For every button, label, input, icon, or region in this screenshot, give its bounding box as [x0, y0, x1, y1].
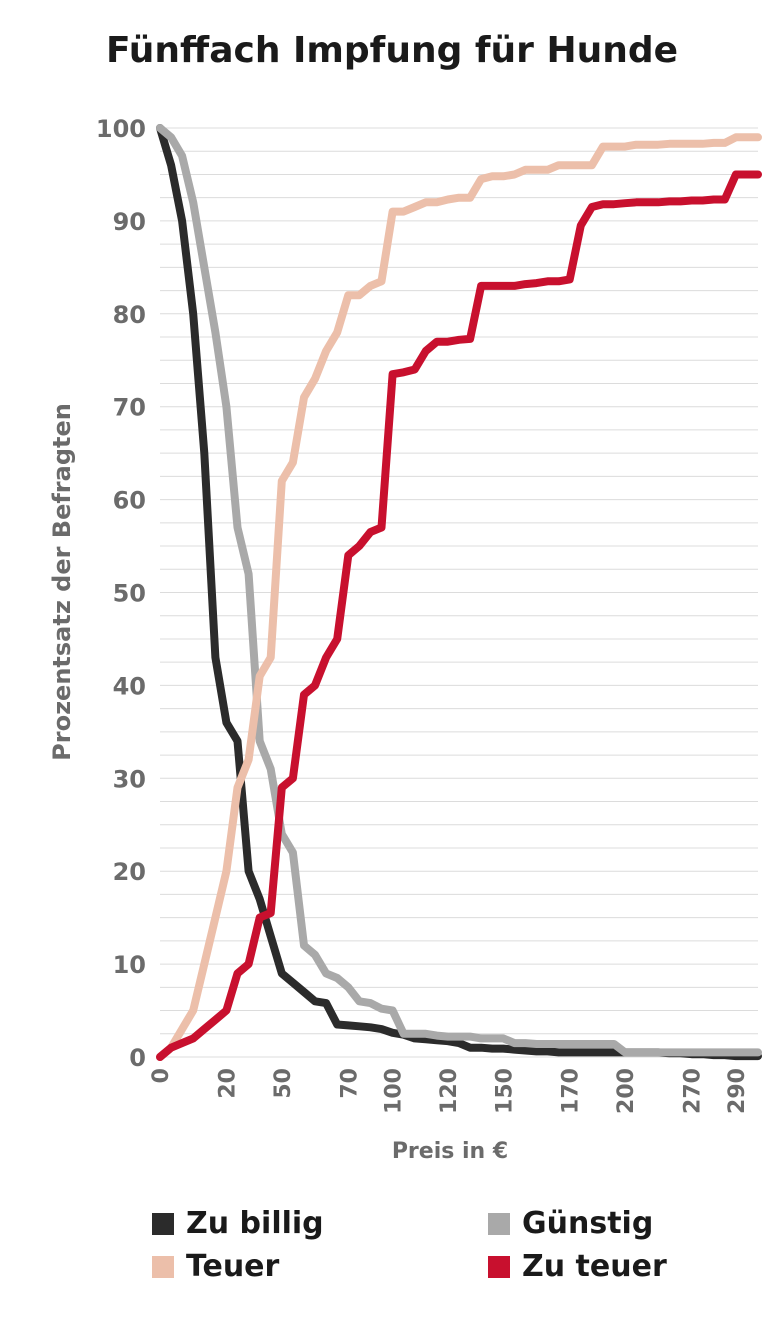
- x-axis-ticks: 0 20 50 70 100 120 150 170 200 270 290: [149, 1068, 750, 1114]
- legend-item-guenstig: Günstig: [488, 1206, 653, 1241]
- series-line-guenstig: [156, 124, 762, 1057]
- x-tick-label: 170: [559, 1068, 584, 1114]
- x-tick-label: 270: [681, 1068, 706, 1114]
- y-tick-label: 0: [129, 1044, 146, 1072]
- y-tick-label: 40: [113, 672, 146, 700]
- legend-item-zu-teuer: Zu teuer: [488, 1249, 667, 1284]
- y-tick-label: 20: [113, 858, 146, 886]
- x-tick-label: 290: [725, 1068, 750, 1114]
- y-tick-label: 90: [113, 208, 146, 236]
- legend-swatch-zu-teuer: [488, 1255, 510, 1278]
- y-axis-label: Prozentsatz der Befragten: [48, 403, 76, 761]
- legend-label-teuer: Teuer: [186, 1249, 280, 1284]
- legend-swatch-teuer: [152, 1255, 174, 1278]
- x-axis-label: Preis in €: [392, 1139, 508, 1164]
- x-tick-label: 70: [337, 1068, 362, 1099]
- series-lines: [156, 124, 762, 1061]
- y-tick-label: 50: [113, 580, 146, 608]
- grid-lines: [160, 127, 758, 1058]
- legend-item-zu-billig: Zu billig: [152, 1206, 324, 1241]
- line-chart: 0 10 20 30 40 50 60 70 80 90 100 0 20 50 70 100 120 150 1…: [48, 115, 762, 1164]
- x-tick-label: 100: [382, 1068, 407, 1114]
- y-tick-label: 100: [96, 115, 146, 143]
- legend-label-zu-teuer: Zu teuer: [522, 1249, 667, 1284]
- y-tick-label: 60: [113, 487, 146, 515]
- y-tick-label: 30: [113, 765, 146, 793]
- x-tick-label: 0: [149, 1068, 174, 1083]
- x-tick-label: 200: [614, 1068, 639, 1114]
- y-tick-label: 70: [113, 394, 146, 422]
- y-tick-label: 80: [113, 301, 146, 329]
- y-axis-ticks: 0 10 20 30 40 50 60 70 80 90 100: [96, 115, 146, 1072]
- x-tick-label: 20: [215, 1068, 240, 1099]
- legend-swatch-guenstig: [488, 1212, 510, 1235]
- legend-label-guenstig: Günstig: [522, 1206, 654, 1241]
- series-line-zu-teuer: [156, 170, 762, 1061]
- legend-item-teuer: Teuer: [152, 1249, 279, 1284]
- x-tick-label: 50: [271, 1068, 296, 1099]
- y-tick-label: 10: [113, 951, 146, 979]
- series-line-teuer: [156, 133, 762, 1061]
- legend-label-zu-billig: Zu billig: [186, 1206, 324, 1241]
- x-tick-label: 150: [492, 1068, 517, 1114]
- chart-title: Fünffach Impfung für Hunde: [105, 30, 679, 71]
- legend-swatch-zu-billig: [152, 1212, 174, 1235]
- x-tick-label: 120: [437, 1068, 462, 1114]
